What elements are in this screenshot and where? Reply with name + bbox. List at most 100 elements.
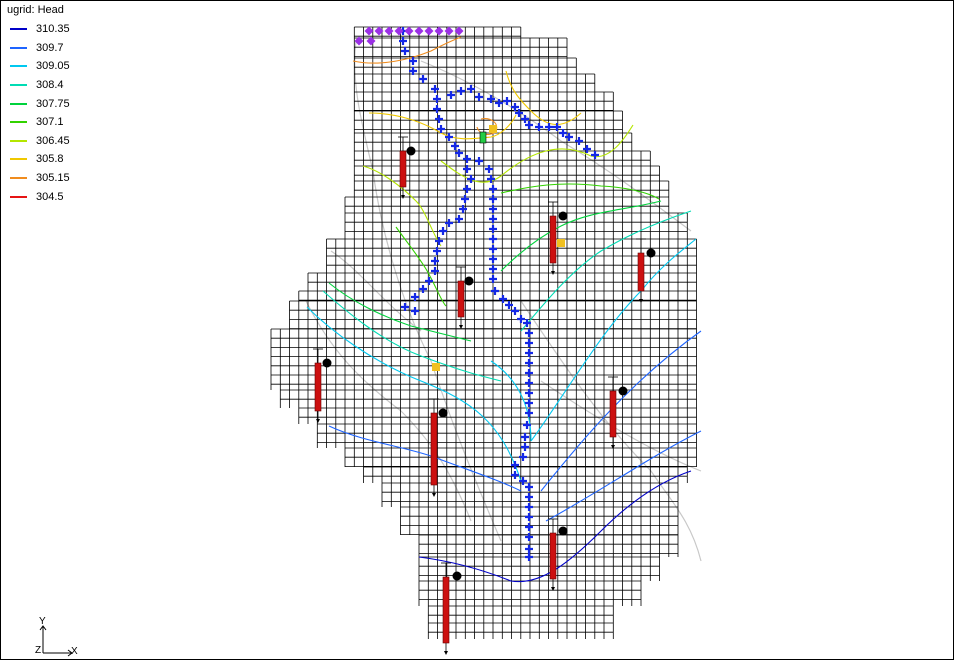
river-marker (525, 339, 533, 347)
legend-item: 309.05 (7, 57, 70, 76)
spec-head-marker (414, 26, 424, 36)
legend-item: 307.1 (7, 113, 70, 132)
river-marker (431, 85, 439, 93)
highlight-cell (557, 239, 565, 247)
spec-head-marker (434, 26, 444, 36)
river-marker (525, 329, 533, 337)
legend-swatch (10, 195, 27, 198)
well-screen (430, 412, 438, 486)
highlight-cell (489, 125, 497, 133)
well-screen (549, 532, 557, 580)
well-arrow-icon (551, 587, 555, 591)
legend-swatch (10, 84, 27, 87)
well-screen (549, 215, 557, 264)
well-arrow-icon (639, 299, 643, 303)
river-marker (489, 195, 497, 203)
river-marker (525, 503, 533, 511)
river-marker (419, 75, 427, 83)
head-contours (306, 36, 702, 583)
river-marker (419, 285, 427, 293)
river-marker (489, 265, 497, 273)
legend-swatch (10, 46, 27, 49)
river-marker (433, 247, 441, 255)
axis-x-label: X (71, 646, 78, 657)
well-marker (452, 571, 462, 581)
river-marker (495, 99, 503, 107)
legend-item: 304.5 (7, 187, 70, 206)
river-marker (491, 287, 499, 295)
spec-head-marker (394, 26, 404, 36)
legend-item: 308.4 (7, 76, 70, 95)
legend-item: 306.45 (7, 132, 70, 151)
legend-label: 310.35 (36, 23, 70, 36)
head-contour (490, 360, 532, 442)
river-marker (467, 85, 475, 93)
river-marker (525, 389, 533, 397)
river-marker (431, 267, 439, 275)
river-marker (485, 165, 493, 173)
well-arrow-icon (459, 325, 463, 329)
legend-item: 309.7 (7, 39, 70, 58)
river-marker (525, 379, 533, 387)
river-marker (431, 257, 439, 265)
observation-marker (479, 131, 487, 144)
legend-swatch (10, 28, 27, 31)
head-contour (418, 470, 692, 583)
river-marker (519, 453, 527, 461)
well-screen (457, 280, 465, 318)
well-screen (399, 150, 407, 188)
legend-title: ugrid: Head (7, 4, 64, 16)
river-marker (525, 493, 533, 501)
axis-triad: Y Z X (31, 616, 81, 659)
well-marker (464, 276, 474, 286)
river-marker (525, 513, 533, 521)
well (429, 398, 448, 497)
river-marker (525, 533, 533, 541)
well (313, 348, 332, 423)
river-marker (525, 359, 533, 367)
spec-head-marker (404, 26, 414, 36)
river-marker (525, 523, 533, 531)
background-stream (305, 300, 472, 522)
river-marker (489, 205, 497, 213)
river-marker (525, 369, 533, 377)
well-screen (609, 390, 617, 438)
river-marker (525, 121, 533, 129)
well-screen (637, 252, 645, 292)
highlight-cell (432, 363, 440, 371)
river-marker (515, 109, 523, 117)
river-marker (487, 175, 495, 183)
axis-z-label: Z (35, 645, 42, 656)
legend-swatch (10, 65, 27, 68)
well-arrow-icon (316, 419, 320, 423)
river-marker (467, 175, 475, 183)
legend-swatch (10, 121, 27, 124)
spec-head-marker (364, 26, 374, 36)
river-marker (489, 215, 497, 223)
river-marker (525, 553, 533, 561)
spec-head-marker (354, 36, 364, 46)
river-marker (519, 477, 527, 485)
river-marker (505, 301, 513, 309)
river-marker (435, 237, 443, 245)
legend-label: 305.15 (36, 172, 70, 185)
well (548, 201, 568, 275)
grid-lines (270, 26, 697, 639)
river-marker (583, 145, 591, 153)
river-marker (489, 185, 497, 193)
head-contour (368, 112, 517, 140)
head-contour (352, 36, 462, 64)
legend-item: 307.75 (7, 94, 70, 113)
background-stream (420, 60, 692, 232)
river-marker (525, 349, 533, 357)
legend-swatch (10, 139, 27, 142)
river-marker (525, 399, 533, 407)
river-marker (411, 293, 419, 301)
well (548, 518, 568, 591)
axis-y-label: Y (39, 616, 46, 627)
well-marker (322, 358, 332, 368)
legend-item: 310.35 (7, 20, 70, 39)
legend-label: 309.05 (36, 60, 70, 73)
